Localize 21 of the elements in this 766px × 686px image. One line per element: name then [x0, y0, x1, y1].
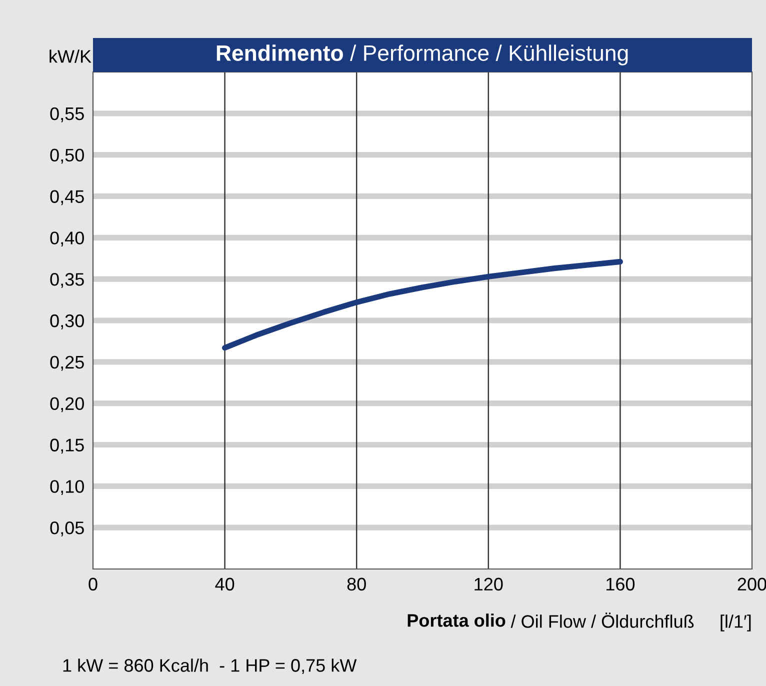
y-tick-label: 0,15 [50, 438, 84, 454]
x-tick-label: 0 [88, 578, 98, 591]
x-tick-label: 80 [347, 578, 366, 591]
x-axis-title: Portata olio / Oil Flow / Öldurchfluß [l/1′] [408, 612, 751, 632]
y-tick-label: 0,25 [50, 356, 84, 371]
y-axis-title: kW/K [50, 50, 92, 63]
y-tick-label: 0,10 [50, 480, 84, 496]
y-tick-label: 0,45 [50, 190, 84, 206]
y-tick-label: 0,55 [50, 107, 84, 122]
x-tick-label: 160 [606, 578, 635, 591]
y-tick-label: 0,50 [50, 148, 84, 164]
x-tick-label: 40 [215, 578, 234, 591]
x-tick-label: 200 [738, 578, 766, 591]
y-tick-label: 0,20 [50, 397, 84, 412]
chart-title: Rendimento / Performance / Kühlleistung [216, 44, 628, 66]
y-tick-label: 0,05 [50, 522, 84, 536]
y-tick-label: 0,40 [50, 232, 84, 247]
text: 1 kW = 860 Kcal/h - 1 HP = 0,75 kW [63, 658, 357, 674]
x-tick-label: 120 [474, 578, 503, 591]
y-tick-label: 0,30 [50, 314, 84, 330]
y-tick-label: 0,35 [50, 273, 84, 288]
